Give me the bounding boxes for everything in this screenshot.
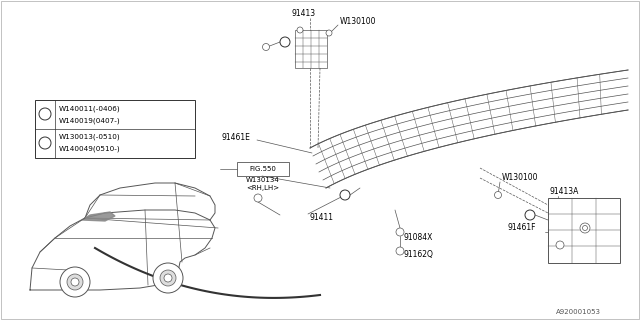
Circle shape [326,30,332,36]
Bar [237,162,289,176]
Polygon shape [82,212,115,221]
Bar [548,198,620,263]
Text: A920001053: A920001053 [556,309,600,315]
Circle shape [39,137,51,149]
Bar [35,100,195,158]
Circle shape [556,241,564,249]
Circle shape [340,190,350,200]
Circle shape [164,274,172,282]
Text: 1: 1 [44,111,47,116]
Text: 2: 2 [44,140,47,146]
Text: W140011(-0406): W140011(-0406) [59,106,120,112]
Circle shape [396,247,404,255]
Circle shape [582,226,588,230]
Text: W140049(0510-): W140049(0510-) [59,146,120,152]
Circle shape [254,194,262,202]
Circle shape [67,274,83,290]
Circle shape [153,263,183,293]
Text: <RH,LH>: <RH,LH> [246,185,279,191]
Text: 1: 1 [343,193,347,197]
Circle shape [262,44,269,51]
Text: W130100: W130100 [340,18,376,27]
Circle shape [396,228,404,236]
Text: 91411: 91411 [310,213,334,222]
Circle shape [297,27,303,33]
Text: W140019(0407-): W140019(0407-) [59,118,120,124]
Text: W130134: W130134 [246,177,280,183]
Circle shape [495,191,502,198]
Text: 91413: 91413 [292,10,316,19]
Text: 2: 2 [284,39,287,44]
Text: 91413A: 91413A [550,188,579,196]
Text: 2: 2 [528,212,532,218]
Text: 91162Q: 91162Q [404,251,434,260]
Bar [295,30,327,68]
Circle shape [39,108,51,120]
Text: FIG.550: FIG.550 [250,166,276,172]
Circle shape [71,278,79,286]
Text: W130013(-0510): W130013(-0510) [59,134,120,140]
Text: 91084X: 91084X [404,233,433,242]
Circle shape [280,37,290,47]
Circle shape [160,270,176,286]
Circle shape [60,267,90,297]
Circle shape [525,210,535,220]
Circle shape [580,223,590,233]
Text: 91461E: 91461E [222,133,251,142]
Text: W130100: W130100 [502,173,538,182]
Text: 91461F: 91461F [508,223,536,233]
